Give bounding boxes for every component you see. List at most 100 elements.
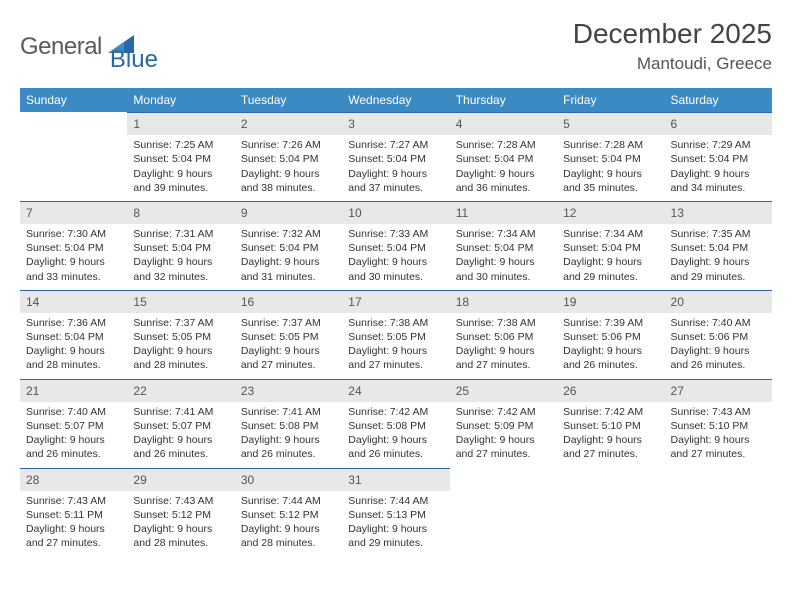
sunset-line: Sunset: 5:04 PM	[241, 241, 336, 255]
sunrise-line: Sunrise: 7:37 AM	[133, 316, 228, 330]
sunrise-line: Sunrise: 7:43 AM	[671, 405, 766, 419]
daylight-line: Daylight: 9 hours and 26 minutes.	[26, 433, 121, 461]
weekday-header: Thursday	[450, 88, 557, 112]
day-details: Sunrise: 7:41 AMSunset: 5:07 PMDaylight:…	[127, 402, 234, 468]
sunrise-line: Sunrise: 7:41 AM	[133, 405, 228, 419]
sunset-line: Sunset: 5:12 PM	[241, 508, 336, 522]
daylight-line: Daylight: 9 hours and 30 minutes.	[348, 255, 443, 283]
sunset-line: Sunset: 5:06 PM	[671, 330, 766, 344]
calendar-day: 17Sunrise: 7:38 AMSunset: 5:05 PMDayligh…	[342, 290, 449, 379]
day-details: Sunrise: 7:37 AMSunset: 5:05 PMDaylight:…	[127, 313, 234, 379]
sunset-line: Sunset: 5:04 PM	[241, 152, 336, 166]
sunset-line: Sunset: 5:04 PM	[133, 241, 228, 255]
sunrise-line: Sunrise: 7:33 AM	[348, 227, 443, 241]
sunset-line: Sunset: 5:11 PM	[26, 508, 121, 522]
sunrise-line: Sunrise: 7:32 AM	[241, 227, 336, 241]
sunset-line: Sunset: 5:04 PM	[26, 241, 121, 255]
day-number: 27	[665, 379, 772, 402]
daylight-line: Daylight: 9 hours and 27 minutes.	[456, 433, 551, 461]
logo: General Blue	[20, 26, 182, 68]
calendar-day: 22Sunrise: 7:41 AMSunset: 5:07 PMDayligh…	[127, 379, 234, 468]
day-number: 22	[127, 379, 234, 402]
calendar-day: 20Sunrise: 7:40 AMSunset: 5:06 PMDayligh…	[665, 290, 772, 379]
sunrise-line: Sunrise: 7:42 AM	[563, 405, 658, 419]
daylight-line: Daylight: 9 hours and 28 minutes.	[133, 344, 228, 372]
day-number: 12	[557, 201, 664, 224]
day-details: Sunrise: 7:37 AMSunset: 5:05 PMDaylight:…	[235, 313, 342, 379]
day-number: 13	[665, 201, 772, 224]
sunrise-line: Sunrise: 7:38 AM	[348, 316, 443, 330]
calendar-day: 15Sunrise: 7:37 AMSunset: 5:05 PMDayligh…	[127, 290, 234, 379]
day-details: Sunrise: 7:25 AMSunset: 5:04 PMDaylight:…	[127, 135, 234, 201]
day-details: Sunrise: 7:43 AMSunset: 5:11 PMDaylight:…	[20, 491, 127, 557]
sunrise-line: Sunrise: 7:30 AM	[26, 227, 121, 241]
calendar-day: 24Sunrise: 7:42 AMSunset: 5:08 PMDayligh…	[342, 379, 449, 468]
sunrise-line: Sunrise: 7:43 AM	[26, 494, 121, 508]
daylight-line: Daylight: 9 hours and 37 minutes.	[348, 167, 443, 195]
day-details: Sunrise: 7:43 AMSunset: 5:12 PMDaylight:…	[127, 491, 234, 557]
day-details: Sunrise: 7:40 AMSunset: 5:07 PMDaylight:…	[20, 402, 127, 468]
day-details: Sunrise: 7:42 AMSunset: 5:08 PMDaylight:…	[342, 402, 449, 468]
day-details: Sunrise: 7:35 AMSunset: 5:04 PMDaylight:…	[665, 224, 772, 290]
daylight-line: Daylight: 9 hours and 30 minutes.	[456, 255, 551, 283]
calendar-header: SundayMondayTuesdayWednesdayThursdayFrid…	[20, 88, 772, 112]
day-number: 5	[557, 112, 664, 135]
daylight-line: Daylight: 9 hours and 26 minutes.	[241, 433, 336, 461]
calendar-day: 9Sunrise: 7:32 AMSunset: 5:04 PMDaylight…	[235, 201, 342, 290]
daylight-line: Daylight: 9 hours and 26 minutes.	[671, 344, 766, 372]
calendar-day: 27Sunrise: 7:43 AMSunset: 5:10 PMDayligh…	[665, 379, 772, 468]
sunset-line: Sunset: 5:05 PM	[348, 330, 443, 344]
calendar-day: 10Sunrise: 7:33 AMSunset: 5:04 PMDayligh…	[342, 201, 449, 290]
day-number: 26	[557, 379, 664, 402]
day-number: 31	[342, 468, 449, 491]
sunrise-line: Sunrise: 7:37 AM	[241, 316, 336, 330]
sunset-line: Sunset: 5:05 PM	[241, 330, 336, 344]
sunrise-line: Sunrise: 7:34 AM	[456, 227, 551, 241]
calendar-table: SundayMondayTuesdayWednesdayThursdayFrid…	[20, 88, 772, 556]
daylight-line: Daylight: 9 hours and 27 minutes.	[348, 344, 443, 372]
calendar-day	[665, 468, 772, 557]
sunset-line: Sunset: 5:05 PM	[133, 330, 228, 344]
day-details: Sunrise: 7:26 AMSunset: 5:04 PMDaylight:…	[235, 135, 342, 201]
day-details: Sunrise: 7:27 AMSunset: 5:04 PMDaylight:…	[342, 135, 449, 201]
calendar-week: 14Sunrise: 7:36 AMSunset: 5:04 PMDayligh…	[20, 290, 772, 379]
daylight-line: Daylight: 9 hours and 26 minutes.	[348, 433, 443, 461]
sunset-line: Sunset: 5:12 PM	[133, 508, 228, 522]
calendar-day: 29Sunrise: 7:43 AMSunset: 5:12 PMDayligh…	[127, 468, 234, 557]
calendar-day: 30Sunrise: 7:44 AMSunset: 5:12 PMDayligh…	[235, 468, 342, 557]
calendar-week: 1Sunrise: 7:25 AMSunset: 5:04 PMDaylight…	[20, 112, 772, 201]
day-number: 25	[450, 379, 557, 402]
daylight-line: Daylight: 9 hours and 28 minutes.	[26, 344, 121, 372]
day-details: Sunrise: 7:41 AMSunset: 5:08 PMDaylight:…	[235, 402, 342, 468]
calendar-week: 28Sunrise: 7:43 AMSunset: 5:11 PMDayligh…	[20, 468, 772, 557]
day-details: Sunrise: 7:32 AMSunset: 5:04 PMDaylight:…	[235, 224, 342, 290]
daylight-line: Daylight: 9 hours and 27 minutes.	[26, 522, 121, 550]
day-details: Sunrise: 7:44 AMSunset: 5:13 PMDaylight:…	[342, 491, 449, 557]
sunset-line: Sunset: 5:04 PM	[348, 241, 443, 255]
day-details: Sunrise: 7:29 AMSunset: 5:04 PMDaylight:…	[665, 135, 772, 201]
daylight-line: Daylight: 9 hours and 28 minutes.	[133, 522, 228, 550]
day-details: Sunrise: 7:40 AMSunset: 5:06 PMDaylight:…	[665, 313, 772, 379]
sunrise-line: Sunrise: 7:36 AM	[26, 316, 121, 330]
sunset-line: Sunset: 5:08 PM	[241, 419, 336, 433]
day-details: Sunrise: 7:30 AMSunset: 5:04 PMDaylight:…	[20, 224, 127, 290]
day-details: Sunrise: 7:33 AMSunset: 5:04 PMDaylight:…	[342, 224, 449, 290]
day-details: Sunrise: 7:42 AMSunset: 5:10 PMDaylight:…	[557, 402, 664, 468]
calendar-day: 1Sunrise: 7:25 AMSunset: 5:04 PMDaylight…	[127, 112, 234, 201]
calendar-day: 16Sunrise: 7:37 AMSunset: 5:05 PMDayligh…	[235, 290, 342, 379]
daylight-line: Daylight: 9 hours and 26 minutes.	[133, 433, 228, 461]
daylight-line: Daylight: 9 hours and 27 minutes.	[456, 344, 551, 372]
sunset-line: Sunset: 5:04 PM	[671, 152, 766, 166]
calendar-body: 1Sunrise: 7:25 AMSunset: 5:04 PMDaylight…	[20, 112, 772, 556]
sunrise-line: Sunrise: 7:28 AM	[563, 138, 658, 152]
sunrise-line: Sunrise: 7:41 AM	[241, 405, 336, 419]
daylight-line: Daylight: 9 hours and 34 minutes.	[671, 167, 766, 195]
day-details: Sunrise: 7:38 AMSunset: 5:06 PMDaylight:…	[450, 313, 557, 379]
calendar-day: 31Sunrise: 7:44 AMSunset: 5:13 PMDayligh…	[342, 468, 449, 557]
sunset-line: Sunset: 5:04 PM	[456, 241, 551, 255]
day-details: Sunrise: 7:43 AMSunset: 5:10 PMDaylight:…	[665, 402, 772, 468]
calendar-day: 13Sunrise: 7:35 AMSunset: 5:04 PMDayligh…	[665, 201, 772, 290]
location: Mantoudi, Greece	[573, 54, 772, 74]
sunset-line: Sunset: 5:04 PM	[563, 241, 658, 255]
sunrise-line: Sunrise: 7:25 AM	[133, 138, 228, 152]
